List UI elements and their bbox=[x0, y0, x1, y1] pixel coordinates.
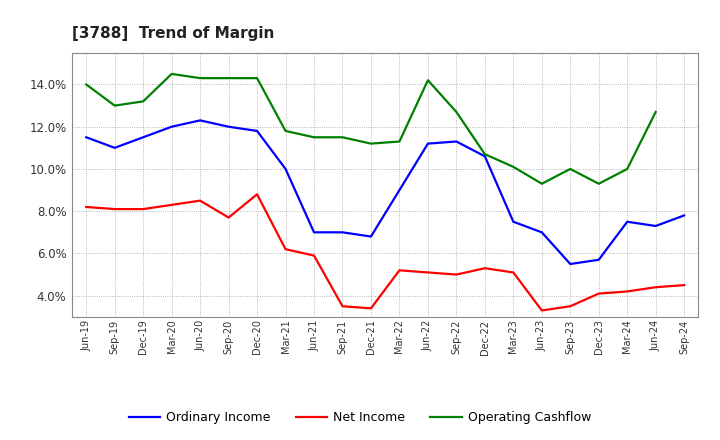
Operating Cashflow bbox=[395, 139, 404, 144]
Operating Cashflow bbox=[310, 135, 318, 140]
Operating Cashflow bbox=[196, 76, 204, 81]
Ordinary Income bbox=[139, 135, 148, 140]
Ordinary Income bbox=[423, 141, 432, 146]
Ordinary Income bbox=[537, 230, 546, 235]
Operating Cashflow bbox=[253, 76, 261, 81]
Ordinary Income bbox=[623, 219, 631, 224]
Ordinary Income bbox=[509, 219, 518, 224]
Ordinary Income bbox=[680, 213, 688, 218]
Net Income bbox=[196, 198, 204, 203]
Operating Cashflow bbox=[623, 166, 631, 172]
Ordinary Income bbox=[225, 124, 233, 129]
Text: [3788]  Trend of Margin: [3788] Trend of Margin bbox=[72, 26, 274, 41]
Operating Cashflow bbox=[167, 71, 176, 77]
Net Income bbox=[139, 206, 148, 212]
Operating Cashflow bbox=[566, 166, 575, 172]
Net Income bbox=[423, 270, 432, 275]
Net Income bbox=[110, 206, 119, 212]
Ordinary Income bbox=[167, 124, 176, 129]
Operating Cashflow bbox=[139, 99, 148, 104]
Operating Cashflow bbox=[509, 164, 518, 169]
Net Income bbox=[480, 266, 489, 271]
Net Income bbox=[310, 253, 318, 258]
Operating Cashflow bbox=[82, 82, 91, 87]
Operating Cashflow bbox=[452, 109, 461, 114]
Operating Cashflow bbox=[423, 77, 432, 83]
Net Income bbox=[366, 306, 375, 311]
Ordinary Income bbox=[595, 257, 603, 262]
Ordinary Income bbox=[366, 234, 375, 239]
Net Income bbox=[395, 268, 404, 273]
Ordinary Income bbox=[110, 145, 119, 150]
Operating Cashflow bbox=[366, 141, 375, 146]
Net Income bbox=[225, 215, 233, 220]
Operating Cashflow bbox=[537, 181, 546, 187]
Operating Cashflow bbox=[225, 76, 233, 81]
Line: Ordinary Income: Ordinary Income bbox=[86, 121, 684, 264]
Ordinary Income bbox=[566, 261, 575, 267]
Ordinary Income bbox=[452, 139, 461, 144]
Net Income bbox=[537, 308, 546, 313]
Operating Cashflow bbox=[652, 109, 660, 114]
Ordinary Income bbox=[196, 118, 204, 123]
Operating Cashflow bbox=[338, 135, 347, 140]
Net Income bbox=[452, 272, 461, 277]
Net Income bbox=[338, 304, 347, 309]
Ordinary Income bbox=[395, 187, 404, 193]
Net Income bbox=[566, 304, 575, 309]
Ordinary Income bbox=[253, 128, 261, 134]
Net Income bbox=[509, 270, 518, 275]
Operating Cashflow bbox=[110, 103, 119, 108]
Net Income bbox=[652, 285, 660, 290]
Operating Cashflow bbox=[595, 181, 603, 187]
Net Income bbox=[623, 289, 631, 294]
Net Income bbox=[167, 202, 176, 208]
Net Income bbox=[282, 246, 290, 252]
Ordinary Income bbox=[282, 166, 290, 172]
Net Income bbox=[595, 291, 603, 296]
Ordinary Income bbox=[652, 224, 660, 229]
Operating Cashflow bbox=[282, 128, 290, 134]
Net Income bbox=[253, 192, 261, 197]
Line: Operating Cashflow: Operating Cashflow bbox=[86, 74, 656, 184]
Operating Cashflow bbox=[480, 151, 489, 157]
Legend: Ordinary Income, Net Income, Operating Cashflow: Ordinary Income, Net Income, Operating C… bbox=[124, 407, 596, 429]
Net Income bbox=[680, 282, 688, 288]
Ordinary Income bbox=[310, 230, 318, 235]
Ordinary Income bbox=[480, 154, 489, 159]
Net Income bbox=[82, 204, 91, 209]
Ordinary Income bbox=[82, 135, 91, 140]
Ordinary Income bbox=[338, 230, 347, 235]
Line: Net Income: Net Income bbox=[86, 194, 684, 311]
